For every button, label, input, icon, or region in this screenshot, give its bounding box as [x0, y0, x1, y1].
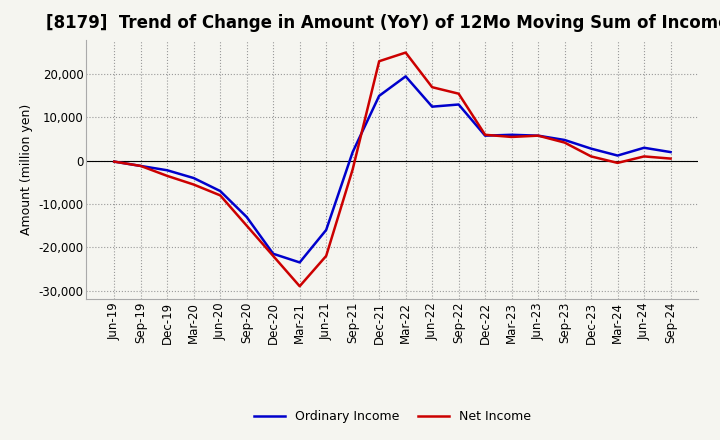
Ordinary Income — [348, 150, 357, 155]
Ordinary Income — [587, 146, 595, 151]
Ordinary Income — [534, 133, 542, 138]
Ordinary Income — [189, 176, 198, 181]
Line: Net Income: Net Income — [114, 52, 670, 286]
Net Income — [508, 134, 516, 139]
Ordinary Income — [136, 163, 145, 169]
Net Income — [560, 140, 569, 145]
Ordinary Income — [508, 132, 516, 137]
Ordinary Income — [216, 188, 225, 194]
Net Income — [269, 253, 277, 259]
Net Income — [295, 284, 304, 289]
Net Income — [428, 84, 436, 90]
Ordinary Income — [295, 260, 304, 265]
Ordinary Income — [110, 159, 119, 164]
Net Income — [375, 59, 384, 64]
Ordinary Income — [666, 150, 675, 155]
Ordinary Income — [454, 102, 463, 107]
Net Income — [189, 182, 198, 187]
Net Income — [243, 223, 251, 228]
Title: [8179]  Trend of Change in Amount (YoY) of 12Mo Moving Sum of Incomes: [8179] Trend of Change in Amount (YoY) o… — [45, 15, 720, 33]
Ordinary Income — [401, 74, 410, 79]
Net Income — [136, 163, 145, 169]
Net Income — [216, 193, 225, 198]
Net Income — [322, 253, 330, 259]
Net Income — [481, 132, 490, 137]
Net Income — [454, 91, 463, 96]
Ordinary Income — [322, 227, 330, 233]
Ordinary Income — [560, 137, 569, 143]
Net Income — [348, 167, 357, 172]
Net Income — [666, 156, 675, 161]
Ordinary Income — [163, 168, 171, 173]
Legend: Ordinary Income, Net Income: Ordinary Income, Net Income — [248, 405, 536, 428]
Ordinary Income — [481, 133, 490, 138]
Line: Ordinary Income: Ordinary Income — [114, 77, 670, 262]
Ordinary Income — [640, 145, 649, 150]
Net Income — [587, 154, 595, 159]
Net Income — [534, 133, 542, 138]
Ordinary Income — [269, 251, 277, 257]
Net Income — [401, 50, 410, 55]
Ordinary Income — [243, 214, 251, 220]
Y-axis label: Amount (million yen): Amount (million yen) — [20, 104, 33, 235]
Ordinary Income — [428, 104, 436, 109]
Net Income — [163, 173, 171, 179]
Ordinary Income — [613, 153, 622, 158]
Net Income — [110, 159, 119, 164]
Net Income — [613, 160, 622, 165]
Net Income — [640, 154, 649, 159]
Ordinary Income — [375, 93, 384, 99]
